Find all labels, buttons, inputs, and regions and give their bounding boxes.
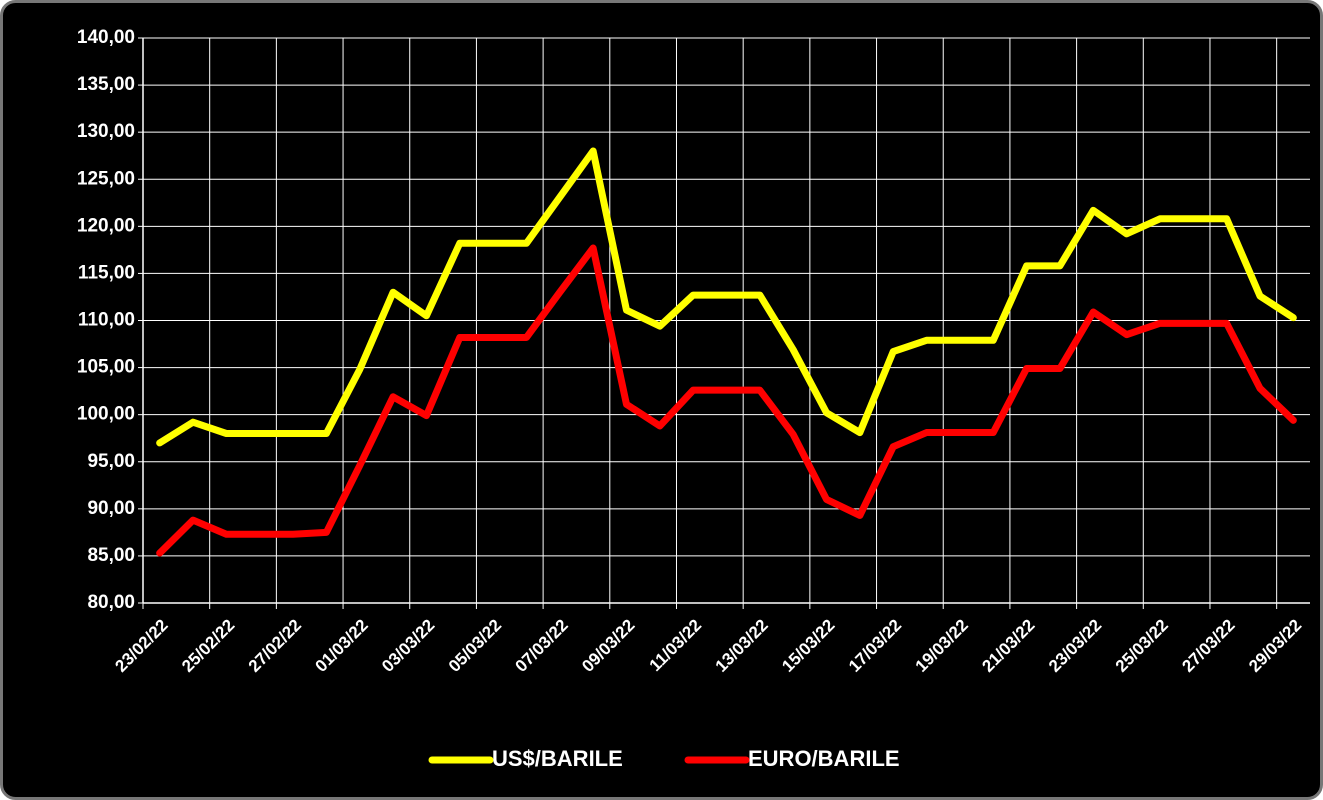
y-tick-label: 125,00 (77, 168, 135, 189)
y-tick-label: 80,00 (87, 592, 135, 613)
y-tick-label: 95,00 (87, 451, 135, 472)
legend-label: US$/BARILE (492, 746, 623, 771)
y-tick-label: 120,00 (77, 215, 135, 236)
series-line (156, 244, 1297, 557)
y-tick-label: 140,00 (77, 27, 135, 48)
y-tick-label: 115,00 (78, 262, 135, 283)
series-line (156, 147, 1297, 447)
y-tick-label: 130,00 (77, 121, 135, 142)
legend-label: EURO/BARILE (748, 746, 900, 771)
y-tick-label: 105,00 (77, 357, 135, 378)
y-tick-label: 135,00 (77, 74, 135, 95)
y-tick-label: 100,00 (77, 404, 135, 425)
y-tick-label: 85,00 (87, 545, 135, 566)
y-tick-label: 90,00 (87, 498, 135, 519)
y-tick-label: 110,00 (78, 310, 135, 331)
